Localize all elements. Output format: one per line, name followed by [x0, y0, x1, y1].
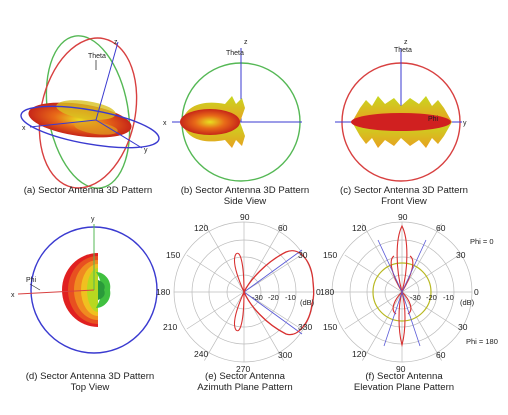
panel-a-y-label: y: [144, 147, 148, 154]
panel-f-angle-90-bottom: 90: [396, 364, 406, 374]
panel-a-z-axis: [95, 41, 119, 121]
panel-e-angle-270: 270: [236, 364, 250, 374]
panel-a-blue-ring: [20, 105, 160, 149]
panel-f-angle-120-left: 120: [352, 223, 366, 233]
panel-f-angle-30-right: 30: [456, 250, 466, 260]
panel-b-theta-label: Theta: [226, 50, 244, 57]
panel-e-angle-150: 150: [166, 250, 180, 260]
panel-f-angle-180: 180: [320, 287, 334, 297]
panel-b-x-label: x: [163, 120, 167, 127]
panel-f-radial-minus20: -20: [426, 293, 437, 302]
panel-e-angle-300: 300: [278, 350, 292, 360]
panel-b-side-view: z Theta x: [163, 39, 302, 182]
panel-e-angle-60: 60: [278, 223, 288, 233]
panel-f-radial-minus30: -30: [410, 293, 421, 302]
panel-f-angle-150-left: 150: [323, 250, 337, 260]
panel-f-caption-line1: (f) Sector Antenna: [365, 371, 443, 382]
panel-f-phi-top: Phi = 0: [470, 237, 494, 246]
panel-f-angle-30-lower-right: 30: [458, 322, 468, 332]
panel-e-blue-radial: [243, 249, 303, 293]
panel-a-caption-line1: (a) Sector Antenna 3D Pattern: [23, 185, 153, 196]
panel-e-azimuth-polar: 90 60 30 0 330 300 270 240 210 180 150 1…: [156, 212, 321, 374]
panel-e-angle-30: 30: [298, 250, 308, 260]
panel-b-caption: (b) Sector Antenna 3D Pattern Side View: [170, 185, 320, 207]
panel-d-x-label: x: [11, 292, 15, 299]
panel-c-y-label: y: [463, 120, 467, 127]
panel-e-pattern-curve: [243, 250, 315, 336]
panel-d-caption: (d) Sector Antenna 3D Pattern Top View: [8, 371, 172, 393]
panel-f-olive-ring: [372, 262, 432, 322]
panel-c-phi-label: Phi: [428, 116, 439, 123]
panel-c-caption-line2: Front View: [381, 196, 427, 207]
panel-f-radial-minus10: -10: [443, 293, 454, 302]
panel-e-radial-minus10: -10: [285, 293, 296, 302]
panel-f-angle-120-lower-left: 120: [352, 349, 366, 359]
panel-f-elevation-polar: 90 60 30 0 30 60 90 120 150 180 150 120 …: [320, 212, 498, 374]
panel-a-red-ring: [38, 37, 138, 189]
panel-c-theta-label: Theta: [394, 47, 412, 54]
panel-f-angle-150-lower-left: 150: [323, 322, 337, 332]
panel-e-angle-120: 120: [194, 223, 208, 233]
panel-d-caption-line1: (d) Sector Antenna 3D Pattern: [25, 371, 155, 382]
panel-a-main-lobe: [28, 100, 132, 138]
panel-d-phi-arrow: [29, 283, 41, 291]
panel-a-caption: (a) Sector Antenna 3D Pattern: [8, 185, 168, 196]
panel-d-top-view: y x Phi: [11, 216, 158, 354]
panel-d-phi-label: Phi: [26, 277, 37, 284]
panel-e-angle-0: 0: [316, 287, 321, 297]
panel-f-unit: (dB): [460, 298, 475, 307]
panel-a-x-axis: [29, 119, 97, 128]
panel-a-y-axis: [95, 119, 143, 149]
panel-d-x-axis: [17, 289, 95, 295]
panel-f-angle-90-top: 90: [398, 212, 408, 222]
panel-c-front-view: z Theta Phi y: [335, 39, 467, 182]
panel-c-z-label: z: [404, 39, 408, 46]
panel-c-caption: (c) Sector Antenna 3D Pattern Front View: [326, 185, 482, 207]
panel-a-x-label: x: [22, 125, 26, 132]
panel-f-caption: (f) Sector Antenna Elevation Plane Patte…: [326, 371, 482, 393]
panel-f-caption-line2: Elevation Plane Pattern: [353, 382, 455, 393]
panel-f-angle-60-lower-right: 60: [436, 350, 446, 360]
panel-f-angle-0: 0: [474, 287, 479, 297]
panel-e-blue-radial: [243, 291, 303, 335]
panel-e-back-lobe: [233, 252, 245, 332]
panel-a-z-label: z: [114, 39, 118, 46]
panel-b-caption-line1: (b) Sector Antenna 3D Pattern: [180, 185, 310, 196]
panel-f-blue-radials: [377, 239, 427, 347]
panel-e-unit: (dB): [300, 298, 315, 307]
panel-b-z-label: z: [244, 39, 248, 46]
panel-c-lobe: [351, 96, 452, 148]
panel-a-theta-label: Theta: [88, 53, 106, 60]
panel-e-caption-line1: (e) Sector Antenna: [205, 371, 285, 382]
panel-e-angle-210: 210: [163, 322, 177, 332]
panel-e-radial-minus20: -20: [268, 293, 279, 302]
panel-e-radial-minus30: -30: [252, 293, 263, 302]
panel-e-angle-90: 90: [240, 212, 250, 222]
panel-e-caption: (e) Sector Antenna Azimuth Plane Pattern: [170, 371, 320, 393]
panel-f-phi-bottom: Phi = 180: [466, 337, 498, 346]
panel-b-lobe: [180, 96, 245, 148]
panel-e-angle-330: 330: [298, 322, 312, 332]
panel-e-angle-240: 240: [194, 349, 208, 359]
panel-c-caption-line1: (c) Sector Antenna 3D Pattern: [340, 185, 468, 196]
panel-e-caption-line2: Azimuth Plane Pattern: [197, 382, 293, 393]
panel-a-3d-pattern: z Theta x y: [20, 35, 160, 189]
panel-e-angle-180: 180: [156, 287, 170, 297]
panel-f-angle-60-right: 60: [436, 223, 446, 233]
panel-d-y-label: y: [91, 216, 95, 223]
panel-d-caption-line2: Top View: [70, 382, 110, 393]
panel-b-caption-line2: Side View: [223, 196, 267, 207]
